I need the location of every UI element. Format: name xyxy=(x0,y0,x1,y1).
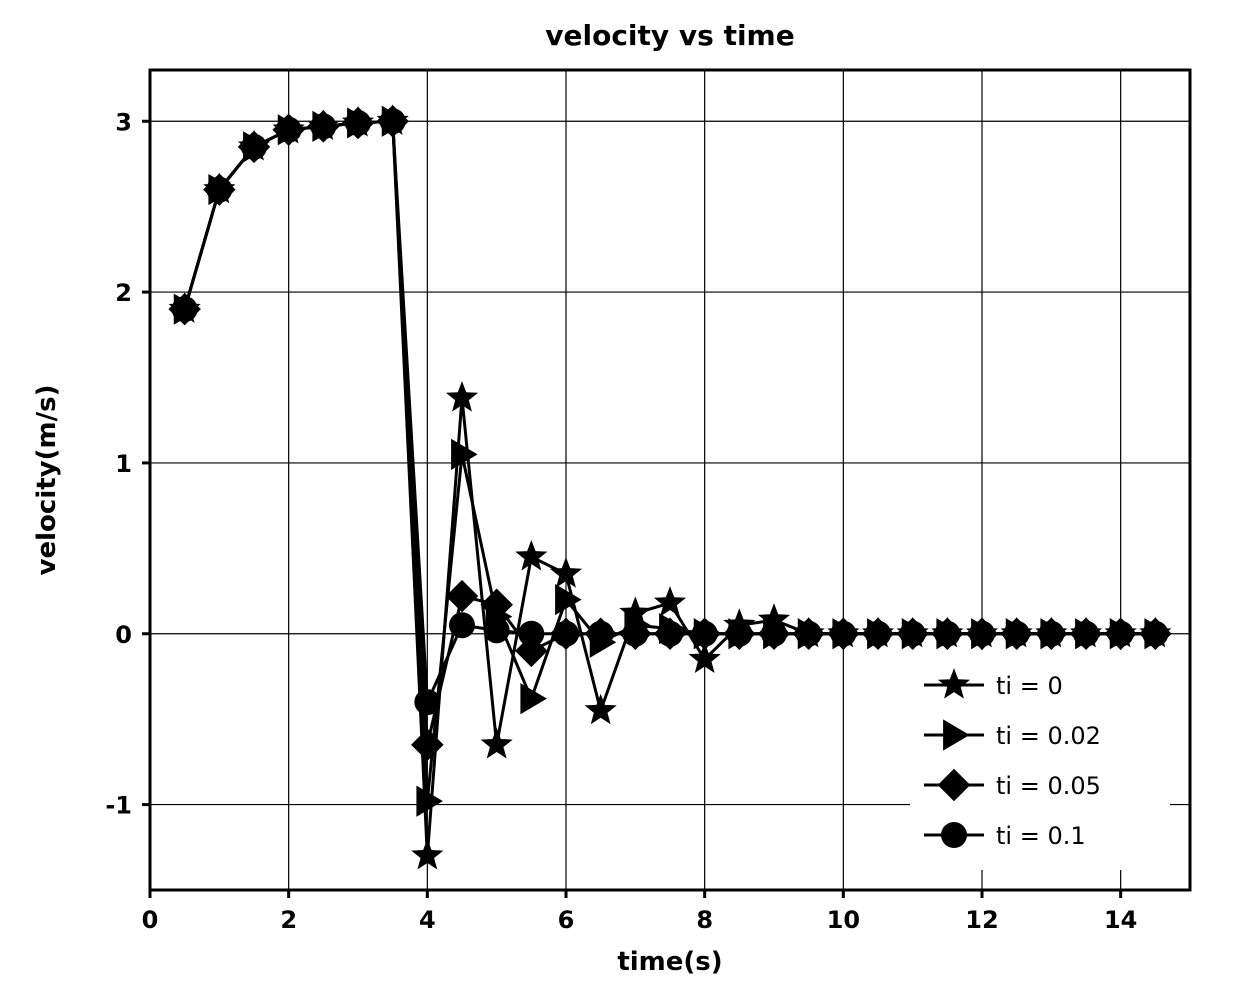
xtick-label: 0 xyxy=(142,906,159,934)
xtick-label: 4 xyxy=(419,906,436,934)
ytick-label: 0 xyxy=(115,621,132,649)
circle-marker xyxy=(830,621,856,647)
circle-marker xyxy=(345,110,371,136)
circle-marker xyxy=(449,612,475,638)
circle-marker xyxy=(900,621,926,647)
legend-label: ti = 0.1 xyxy=(996,822,1086,850)
circle-marker xyxy=(1073,621,1099,647)
ytick-label: -1 xyxy=(105,792,132,820)
circle-marker xyxy=(622,621,648,647)
circle-marker xyxy=(1038,621,1064,647)
legend-label: ti = 0.05 xyxy=(996,772,1101,800)
circle-marker xyxy=(172,296,198,322)
circle-marker xyxy=(761,621,787,647)
chart-container: 02468101214-10123time(s)velocity(m/s)vel… xyxy=(0,0,1240,986)
circle-marker xyxy=(865,621,891,647)
circle-marker xyxy=(941,822,967,848)
ytick-label: 1 xyxy=(115,450,132,478)
xtick-label: 2 xyxy=(280,906,297,934)
legend-label: ti = 0.02 xyxy=(996,722,1101,750)
ytick-label: 2 xyxy=(115,279,132,307)
circle-marker xyxy=(241,134,267,160)
velocity-vs-time-chart: 02468101214-10123time(s)velocity(m/s)vel… xyxy=(0,0,1240,986)
circle-marker xyxy=(657,621,683,647)
circle-marker xyxy=(726,621,752,647)
circle-marker xyxy=(934,621,960,647)
legend-label: ti = 0 xyxy=(996,672,1063,700)
circle-marker xyxy=(796,621,822,647)
circle-marker xyxy=(553,621,579,647)
x-axis-label: time(s) xyxy=(617,947,722,977)
circle-marker xyxy=(276,117,302,143)
circle-marker xyxy=(588,621,614,647)
circle-marker xyxy=(380,108,406,134)
ytick-label: 3 xyxy=(115,108,132,136)
xtick-label: 14 xyxy=(1104,906,1137,934)
circle-marker xyxy=(1108,621,1134,647)
circle-marker xyxy=(414,689,440,715)
circle-marker xyxy=(1004,621,1030,647)
chart-title: velocity vs time xyxy=(545,19,794,52)
circle-marker xyxy=(692,621,718,647)
xtick-label: 8 xyxy=(696,906,713,934)
circle-marker xyxy=(484,617,510,643)
xtick-label: 6 xyxy=(558,906,575,934)
circle-marker xyxy=(969,621,995,647)
xtick-label: 10 xyxy=(827,906,860,934)
circle-marker xyxy=(1142,621,1168,647)
circle-marker xyxy=(310,113,336,139)
xtick-label: 12 xyxy=(965,906,998,934)
circle-marker xyxy=(518,621,544,647)
circle-marker xyxy=(206,177,232,203)
legend: ti = 0 ti = 0.02 ti = 0.05 ti = 0.1 xyxy=(910,650,1170,870)
y-axis-label: velocity(m/s) xyxy=(32,385,62,576)
